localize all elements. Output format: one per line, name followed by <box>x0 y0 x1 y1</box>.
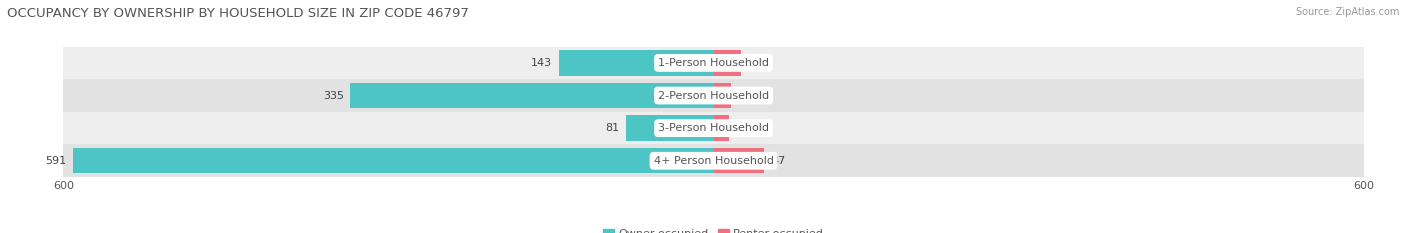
Text: 14: 14 <box>735 123 749 133</box>
Legend: Owner-occupied, Renter-occupied: Owner-occupied, Renter-occupied <box>603 229 824 233</box>
Bar <box>63 144 1364 177</box>
Bar <box>713 83 731 108</box>
Text: 591: 591 <box>45 156 66 166</box>
Text: 16: 16 <box>737 91 751 100</box>
Text: 143: 143 <box>531 58 553 68</box>
Text: 4+ Person Household: 4+ Person Household <box>654 156 773 166</box>
Text: 3-Person Household: 3-Person Household <box>658 123 769 133</box>
Bar <box>626 115 713 141</box>
Text: Source: ZipAtlas.com: Source: ZipAtlas.com <box>1295 7 1399 17</box>
Bar <box>713 148 765 174</box>
Bar <box>558 50 713 76</box>
Bar <box>63 112 1364 144</box>
Bar <box>713 115 728 141</box>
Text: 2-Person Household: 2-Person Household <box>658 91 769 100</box>
Text: 1-Person Household: 1-Person Household <box>658 58 769 68</box>
Bar <box>63 47 1364 79</box>
Bar <box>713 50 741 76</box>
Bar <box>63 79 1364 112</box>
Text: 47: 47 <box>770 156 785 166</box>
Bar <box>73 148 713 174</box>
Text: 25: 25 <box>747 58 761 68</box>
Bar <box>350 83 713 108</box>
Text: 335: 335 <box>323 91 344 100</box>
Text: OCCUPANCY BY OWNERSHIP BY HOUSEHOLD SIZE IN ZIP CODE 46797: OCCUPANCY BY OWNERSHIP BY HOUSEHOLD SIZE… <box>7 7 470 20</box>
Text: 81: 81 <box>605 123 619 133</box>
